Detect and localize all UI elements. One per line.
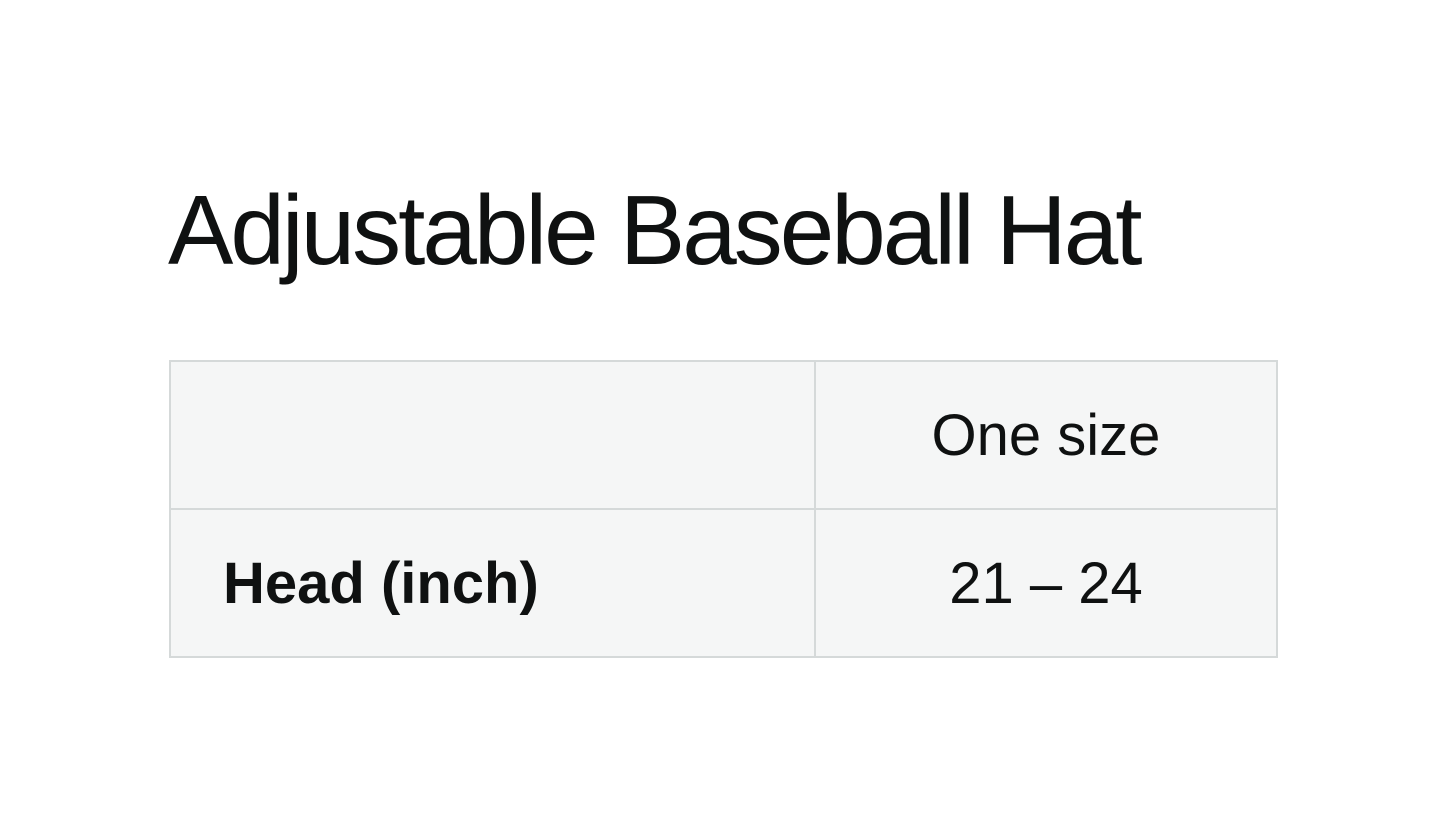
size-chart-table: One size Head (inch) 21 – 24 [169, 360, 1278, 658]
corner-cell [169, 360, 816, 510]
size-chart-header-row: One size [169, 360, 1278, 510]
column-header-one-size: One size [814, 360, 1278, 510]
row-label-head-inch: Head (inch) [169, 508, 816, 658]
row-value-head-inch: 21 – 24 [814, 508, 1278, 658]
page-title: Adjustable Baseball Hat [168, 175, 1143, 285]
table-row: Head (inch) 21 – 24 [169, 508, 1278, 658]
